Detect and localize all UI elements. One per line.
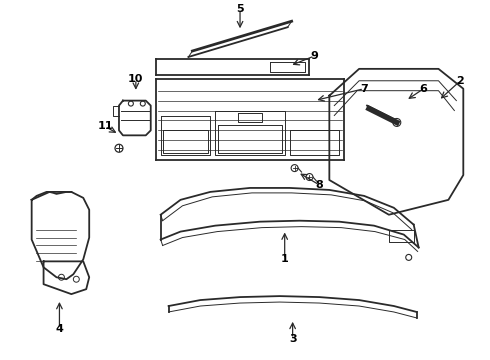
Text: 9: 9	[311, 51, 319, 61]
Text: 4: 4	[55, 324, 63, 334]
Text: 11: 11	[98, 121, 113, 131]
Text: 3: 3	[289, 334, 296, 344]
Text: 7: 7	[360, 84, 368, 94]
Text: 8: 8	[316, 180, 323, 190]
Text: 6: 6	[419, 84, 428, 94]
Text: 5: 5	[236, 4, 244, 14]
Text: 10: 10	[128, 74, 144, 84]
Text: 1: 1	[281, 255, 289, 264]
Text: 2: 2	[457, 76, 464, 86]
